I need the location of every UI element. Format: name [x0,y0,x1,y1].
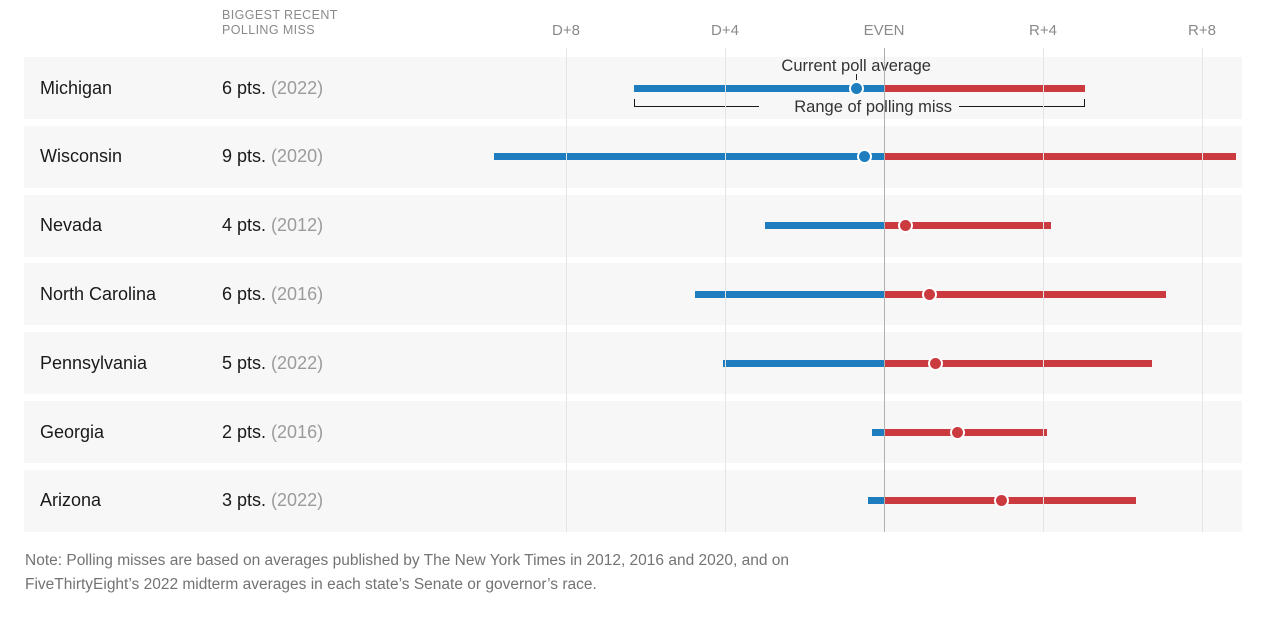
chart-note-line2: FiveThirtyEight’s 2022 midterm averages … [25,576,597,593]
range-bar-rep [884,290,1167,298]
range-bar-dem [872,428,884,436]
miss-label: 3 pts. (2022) [222,470,323,532]
bracket-line-right [959,106,1084,107]
column-header-line2: POLLING MISS [222,22,316,37]
miss-year: (2016) [271,283,324,304]
chart-row: North Carolina 6 pts. (2016) [24,263,1242,326]
miss-label: 6 pts. (2022) [222,57,323,119]
chart-row: Michigan 6 pts. (2022) Current poll aver… [24,57,1242,119]
miss-label: 9 pts. (2020) [222,126,323,188]
miss-label: 2 pts. (2016) [222,401,323,463]
bracket-line-left [634,106,760,107]
range-bar-rep [884,222,1051,230]
range-bar-dem [695,290,884,298]
miss-label: 4 pts. (2012) [222,195,323,257]
bracket-tick-left [633,99,635,107]
range-bar-dem [868,497,884,505]
annotation-range-bracket: Range of polling miss [633,98,1085,116]
miss-value: 9 pts. [222,146,267,167]
annotation-range-of-polling-miss: Range of polling miss [794,98,953,116]
chart-row: Arizona 3 pts. (2022) [24,469,1242,532]
range-bar-rep [884,428,1047,436]
state-label: North Carolina [40,283,157,304]
range-bar-dem [723,359,884,367]
state-label: Arizona [40,490,102,511]
range-bar-rep [884,84,1085,92]
poll-average-dot [848,80,864,96]
annotation-pointer-tick [855,74,857,80]
miss-year: (2012) [271,215,324,236]
miss-year: (2022) [271,77,324,98]
range-bar-dem [494,153,884,161]
miss-year: (2022) [271,490,324,511]
chart-row: Pennsylvania 5 pts. (2022) [24,332,1242,395]
miss-value: 5 pts. [222,352,267,373]
axis-tick-label: D+8 [552,22,580,39]
annotation-current-poll-average: Current poll average [781,57,931,75]
poll-average-dot [950,424,966,440]
axis-tick-label: EVEN [863,22,905,39]
state-label: Wisconsin [40,146,123,167]
chart-row: Georgia 2 pts. (2016) [24,401,1242,463]
range-bar-rep [884,153,1236,161]
poll-average-dot [993,493,1009,509]
miss-value: 6 pts. [222,77,267,98]
miss-value: 3 pts. [222,490,267,511]
state-label: Michigan [40,77,113,98]
chart-row: Nevada 4 pts. (2012) [24,194,1242,257]
state-label: Pennsylvania [40,352,148,373]
range-bar-rep [884,359,1153,367]
gridline [1042,48,1044,532]
miss-value: 2 pts. [222,421,267,442]
miss-label: 6 pts. (2016) [222,263,323,325]
state-label: Nevada [40,215,103,236]
poll-average-dot [922,286,938,302]
miss-year: (2020) [271,146,324,167]
column-header-line1: BIGGEST RECENT [222,8,338,22]
range-bar-dem [764,222,884,230]
gridline [724,48,726,532]
gridline [565,48,567,532]
even-gridline [883,48,885,532]
column-header-biggest-recent-polling-miss: BIGGEST RECENT POLLING MISS [222,8,338,37]
chart-note-line1: Note: Polling misses are based on averag… [25,552,790,569]
gridline [1201,48,1203,532]
range-bar-dem [633,84,884,92]
miss-value: 6 pts. [222,283,267,304]
chart-row: Wisconsin 9 pts. (2020) [24,125,1242,188]
miss-year: (2016) [271,421,324,442]
range-bar-rep [884,497,1137,505]
chart-note: Note: Polling misses are based on averag… [25,549,789,597]
poll-average-dot [928,355,944,371]
state-label: Georgia [40,421,105,442]
axis-tick-label: D+4 [711,22,739,39]
axis-tick-label: R+4 [1029,22,1057,39]
poll-average-dot [898,218,914,234]
miss-value: 4 pts. [222,215,267,236]
poll-average-dot [856,149,872,165]
miss-label: 5 pts. (2022) [222,332,323,394]
axis-tick-label: R+8 [1188,22,1216,39]
miss-year: (2022) [271,352,324,373]
bracket-tick-right [1083,99,1085,107]
